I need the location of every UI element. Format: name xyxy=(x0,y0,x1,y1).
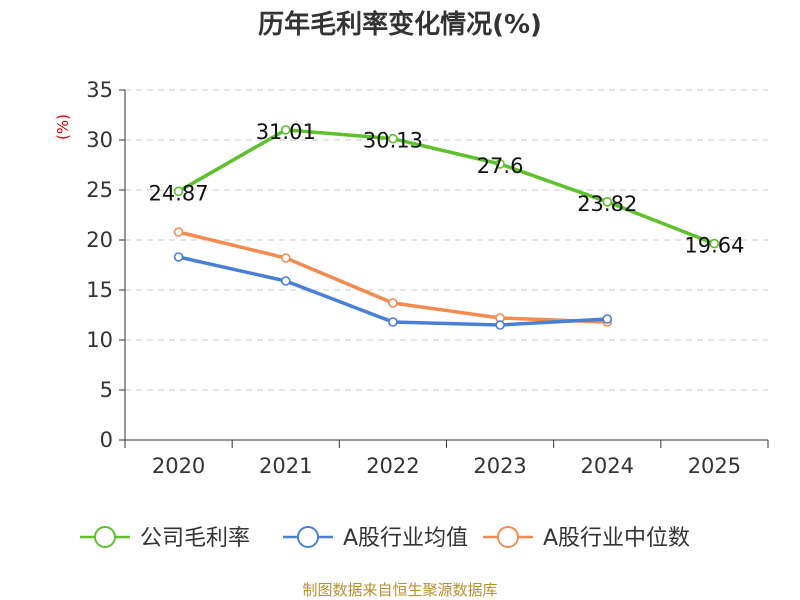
gridlines xyxy=(125,89,768,391)
point-0-2022 xyxy=(388,133,398,144)
point-0-2020 xyxy=(173,186,184,197)
y-tick-label-5: 5 xyxy=(100,378,113,402)
data-label-2020: 24.87 xyxy=(149,181,209,205)
legend-item-0[interactable]: 公司毛利率 xyxy=(80,526,250,551)
legend-label-2: A股行业中位数 xyxy=(543,526,690,551)
legend[interactable]: 公司毛利率 A股行业均值 A股行业中位数 xyxy=(80,526,690,551)
y-tick-label-25: 25 xyxy=(86,178,113,202)
series-line-0 xyxy=(176,128,717,246)
legend-item-1[interactable]: A股行业均值 xyxy=(283,526,468,551)
point-1-2022 xyxy=(388,317,398,327)
y-tick-label-35: 35 xyxy=(86,78,113,102)
point-2-2022 xyxy=(388,298,398,308)
legend-marker-2 xyxy=(497,526,519,548)
x-tick-label-2022: 2022 xyxy=(366,454,419,478)
y-tick-label-30: 30 xyxy=(86,128,113,152)
series-line-2 xyxy=(176,230,609,324)
point-0-2024 xyxy=(602,197,613,207)
legend-marker-0 xyxy=(94,526,116,548)
y-tick-label-10: 10 xyxy=(86,328,113,352)
x-tick-label-2024: 2024 xyxy=(581,454,634,478)
y-tick-label-15: 15 xyxy=(86,278,113,302)
data-label-2022: 30.13 xyxy=(363,129,423,153)
legend-item-2[interactable]: A股行业中位数 xyxy=(483,526,690,551)
data-label-2023: 27.6 xyxy=(477,154,524,178)
point-0-2025 xyxy=(709,238,720,249)
x-tick-label-2020: 2020 xyxy=(152,454,205,478)
data-label-2021: 31.01 xyxy=(256,120,316,144)
point-0-2021 xyxy=(280,125,291,135)
point-1-2021 xyxy=(280,276,291,286)
legend-label-1: A股行业均值 xyxy=(343,526,468,551)
source-note: 制图数据来自恒生聚源数据库 xyxy=(302,581,497,599)
chart-title: 历年毛利率变化情况(%) xyxy=(258,9,542,40)
x-tick-label-2021: 2021 xyxy=(259,454,312,478)
series-layer xyxy=(173,125,720,330)
point-2-2020 xyxy=(173,227,184,237)
y-tick-label-20: 20 xyxy=(86,228,113,252)
series-line-1 xyxy=(176,255,609,327)
legend-marker-1 xyxy=(297,526,319,548)
point-1-2024 xyxy=(602,314,613,324)
point-1-2020 xyxy=(173,252,184,262)
point-0-2023 xyxy=(495,159,505,169)
data-label-2024: 23.82 xyxy=(577,192,637,216)
y-tick-label-0: 0 xyxy=(100,428,113,452)
y-axis-unit: (%) xyxy=(54,114,72,140)
x-tick-label-2025: 2025 xyxy=(688,454,741,478)
point-1-2023 xyxy=(495,320,505,330)
legend-label-0: 公司毛利率 xyxy=(140,526,250,551)
x-tick-label-2023: 2023 xyxy=(473,454,526,478)
point-2-2021 xyxy=(280,253,291,263)
data-labels: 24.87 31.01 30.13 27.6 23.82 19.64 xyxy=(149,120,745,258)
data-label-2025: 19.64 xyxy=(684,234,744,258)
